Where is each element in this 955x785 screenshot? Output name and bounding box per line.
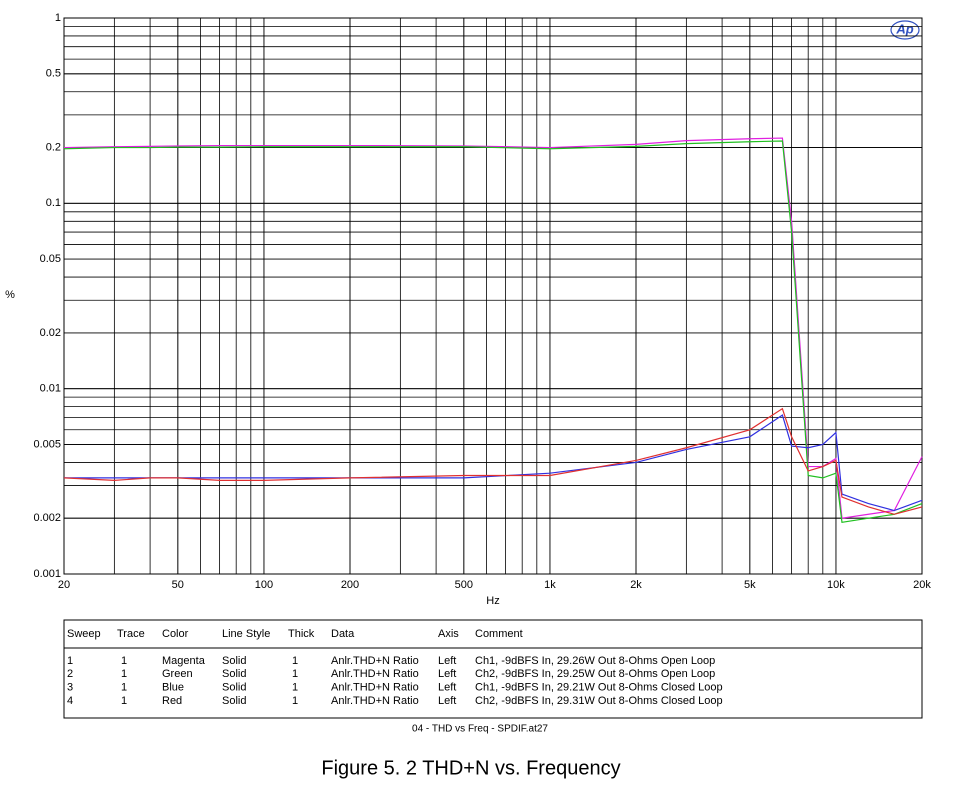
table-header: Comment <box>475 628 523 640</box>
table-cell: 1 <box>292 655 298 667</box>
table-cell: Solid <box>222 695 246 707</box>
footer: 04 - THD vs Freq - SPDIF.at27 <box>412 724 548 735</box>
table-cell: Ch2, -9dBFS In, 29.25W Out 8-Ohms Open L… <box>475 668 715 680</box>
plot-frame <box>63 17 923 575</box>
y-axis-label: % <box>5 289 15 301</box>
table-header: Trace <box>117 628 145 640</box>
logo: Ap <box>895 21 913 36</box>
table-cell: 1 <box>292 695 298 707</box>
table-cell: Solid <box>222 668 246 680</box>
x-tick-label: 20 <box>58 579 70 591</box>
series-line <box>63 137 923 519</box>
table-header: Thick <box>288 628 315 640</box>
x-tick-label: 100 <box>255 579 273 591</box>
x-tick-label: 10k <box>827 579 845 591</box>
x-tick-label: 500 <box>455 579 473 591</box>
table-cell: 1 <box>67 655 73 667</box>
table-cell: Solid <box>222 682 246 694</box>
x-tick-label: 2k <box>630 579 642 591</box>
table-cell: 1 <box>121 655 127 667</box>
table-cell: Ch1, -9dBFS In, 29.26W Out 8-Ohms Open L… <box>475 655 715 667</box>
table-header: Axis <box>438 628 459 640</box>
table-cell: Solid <box>222 655 246 667</box>
table-cell: Left <box>438 682 456 694</box>
table-cell: Ch2, -9dBFS In, 29.31W Out 8-Ohms Closed… <box>475 695 723 707</box>
table-cell: Green <box>162 668 193 680</box>
table-header: Line Style <box>222 628 270 640</box>
table-cell: Blue <box>162 682 184 694</box>
y-tick-label: 0.02 <box>40 327 61 339</box>
table-header: Data <box>331 628 355 640</box>
table-cell: Left <box>438 695 456 707</box>
table-cell: 1 <box>121 695 127 707</box>
y-tick-label: 0.01 <box>40 383 61 395</box>
caption: Figure 5. 2 THD+N vs. Frequency <box>321 757 620 779</box>
table-header: Color <box>162 628 189 640</box>
table-cell: Anlr.THD+N Ratio <box>331 655 419 667</box>
y-tick-label: 0.2 <box>46 141 61 153</box>
y-tick-label: 1 <box>55 12 61 24</box>
y-tick-label: 0.05 <box>40 253 61 265</box>
logo-ring <box>890 20 920 40</box>
y-tick-label: 0.002 <box>33 512 61 524</box>
table-cell: 1 <box>121 682 127 694</box>
y-tick-label: 0.5 <box>46 68 61 80</box>
table-cell: Left <box>438 655 456 667</box>
table-cell: Anlr.THD+N Ratio <box>331 682 419 694</box>
table-cell: 4 <box>67 695 73 707</box>
table-cell: Red <box>162 695 182 707</box>
x-tick-label: 20k <box>913 579 931 591</box>
table-cell: Left <box>438 668 456 680</box>
series-line <box>64 414 923 512</box>
table-cell: 2 <box>67 668 73 680</box>
series-line <box>63 407 923 515</box>
x-tick-label: 50 <box>172 579 184 591</box>
table-cell: 1 <box>292 668 298 680</box>
x-tick-label: 5k <box>744 579 756 591</box>
y-tick-label: 0.001 <box>33 568 61 580</box>
table-cell: Anlr.THD+N Ratio <box>331 668 419 680</box>
legend-table <box>63 619 923 719</box>
y-tick-label: 0.005 <box>33 438 61 450</box>
table-header: Sweep <box>67 628 101 640</box>
table-cell: 3 <box>67 682 73 694</box>
y-tick-label: 0.1 <box>46 197 61 209</box>
table-cell: 1 <box>292 682 298 694</box>
x-tick-label: 1k <box>544 579 556 591</box>
table-cell: Ch1, -9dBFS In, 29.21W Out 8-Ohms Closed… <box>475 682 723 694</box>
table-cell: Anlr.THD+N Ratio <box>331 695 419 707</box>
table-cell: Magenta <box>162 655 206 667</box>
x-tick-label: 200 <box>341 579 359 591</box>
x-axis-label: Hz <box>486 595 499 607</box>
table-cell: 1 <box>121 668 127 680</box>
series-line <box>63 140 923 524</box>
